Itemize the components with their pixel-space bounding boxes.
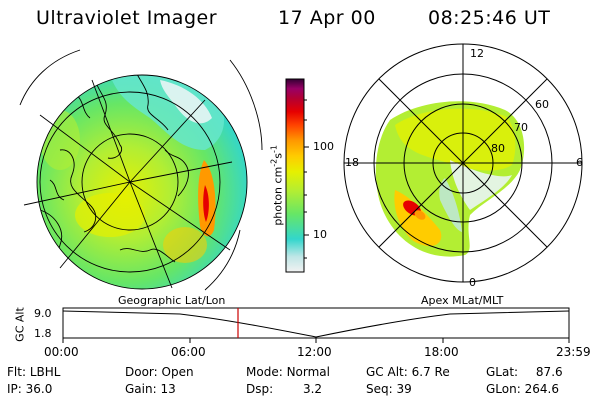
altitude-timeline — [62, 307, 570, 343]
glon-info: GLon: 264.6 — [486, 382, 559, 396]
timeline-tick-0600: 06:00 — [171, 345, 206, 359]
polar-image — [343, 43, 583, 283]
mlat-label-80: 80 — [491, 142, 505, 155]
apex-panel-title: Apex MLat/MLT — [421, 294, 504, 307]
geographic-image — [19, 49, 263, 291]
mlt-label-6: 6 — [576, 156, 583, 169]
gain-info: Gain: 13 — [125, 382, 176, 396]
glat-info: GLat: 87.6 — [486, 365, 563, 379]
door-info: Door: Open — [125, 365, 194, 379]
timeline-tick-0000: 00:00 — [44, 345, 79, 359]
filter-info: Flt: LBHL — [7, 365, 61, 379]
colorbar-unit-label: photon cm-2s-1 — [269, 145, 285, 226]
date-label: 17 Apr 00 — [278, 7, 376, 29]
dsp-info: Dsp: 3.2 — [246, 382, 323, 396]
mlt-label-0: 0 — [469, 276, 476, 289]
app-title: Ultraviolet Imager — [36, 7, 218, 29]
colorbar-tick-10: 10 — [313, 228, 327, 241]
timeline-tick-1800: 18:00 — [424, 345, 459, 359]
mlt-label-12: 12 — [470, 47, 484, 60]
seq-info: Seq: 39 — [366, 382, 412, 396]
timeline-tick-1200: 12:00 — [297, 345, 332, 359]
timeline-y-axis-label: GC Alt — [13, 307, 27, 342]
mlat-label-60: 60 — [535, 98, 549, 111]
timeline-y-bottom: 1.8 — [34, 327, 52, 340]
colorbar — [285, 78, 309, 273]
colorbar-tick-100: 100 — [313, 140, 334, 153]
mode-info: Mode: Normal — [246, 365, 330, 379]
timeline-y-top: 9.0 — [34, 307, 52, 320]
time-label: 08:25:46 UT — [428, 7, 551, 29]
gc-alt-info: GC Alt: 6.7 Re — [366, 365, 450, 379]
ip-info: IP: 36.0 — [7, 382, 53, 396]
mlat-label-70: 70 — [514, 121, 528, 134]
geographic-panel-title: Geographic Lat/Lon — [118, 294, 226, 307]
timeline-tick-2359: 23:59 — [556, 345, 591, 359]
mlt-label-18: 18 — [345, 156, 359, 169]
